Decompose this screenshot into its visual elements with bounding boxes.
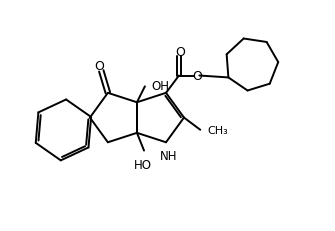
- Text: NH: NH: [160, 150, 177, 163]
- Text: O: O: [192, 70, 202, 83]
- Text: HO: HO: [134, 158, 152, 171]
- Text: O: O: [175, 46, 185, 59]
- Text: OH: OH: [151, 79, 169, 92]
- Text: O: O: [94, 60, 104, 73]
- Text: CH₃: CH₃: [207, 125, 228, 135]
